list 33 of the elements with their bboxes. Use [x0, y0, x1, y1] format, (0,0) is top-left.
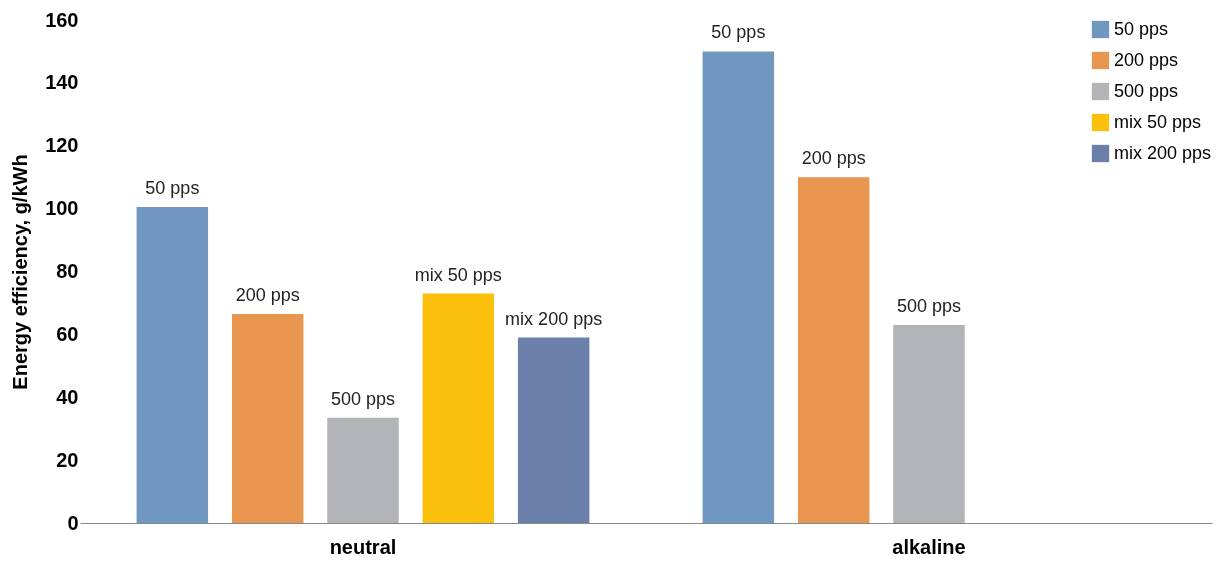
y-tick-label: 140 [45, 71, 79, 94]
bar [702, 51, 775, 523]
text: 500 pps [330, 388, 396, 409]
legend-label: mix 200 pps [1114, 142, 1212, 163]
y-tick-label: 120 [45, 134, 79, 157]
y-tick-label: 160 [45, 8, 79, 31]
text: 50 pps [711, 22, 766, 43]
text: 50 pps [145, 178, 200, 199]
y-tick-label: 80 [56, 260, 79, 282]
text: 200 pps [801, 148, 866, 169]
y-tick-label: 20 [56, 448, 79, 471]
legend-label: 500 pps [1114, 80, 1179, 101]
legend-label: mix 50 pps [1114, 111, 1202, 132]
x-tick-label: alkaline [892, 535, 966, 558]
legend-label: 50 pps [1114, 18, 1169, 39]
text: 200 pps [235, 284, 300, 305]
x-tick-label: neutral [329, 535, 397, 558]
y-tick-label: 0 [67, 511, 79, 534]
bar [422, 293, 495, 523]
text: mix 50 pps [414, 264, 502, 285]
y-tick-label: 60 [56, 322, 79, 345]
bar [893, 324, 965, 523]
y-tick-label: 40 [56, 385, 79, 408]
text: 500 pps [896, 295, 962, 316]
y-tick-label: 100 [45, 197, 79, 220]
legend-label: 200 pps [1114, 49, 1179, 70]
bar [517, 337, 590, 523]
bar [136, 207, 209, 523]
text: mix 200 pps [505, 308, 603, 329]
y-axis-title: Energy efficiency, g/kWh [9, 154, 32, 390]
bar [797, 177, 870, 523]
bar [231, 313, 304, 523]
bar [327, 417, 399, 523]
